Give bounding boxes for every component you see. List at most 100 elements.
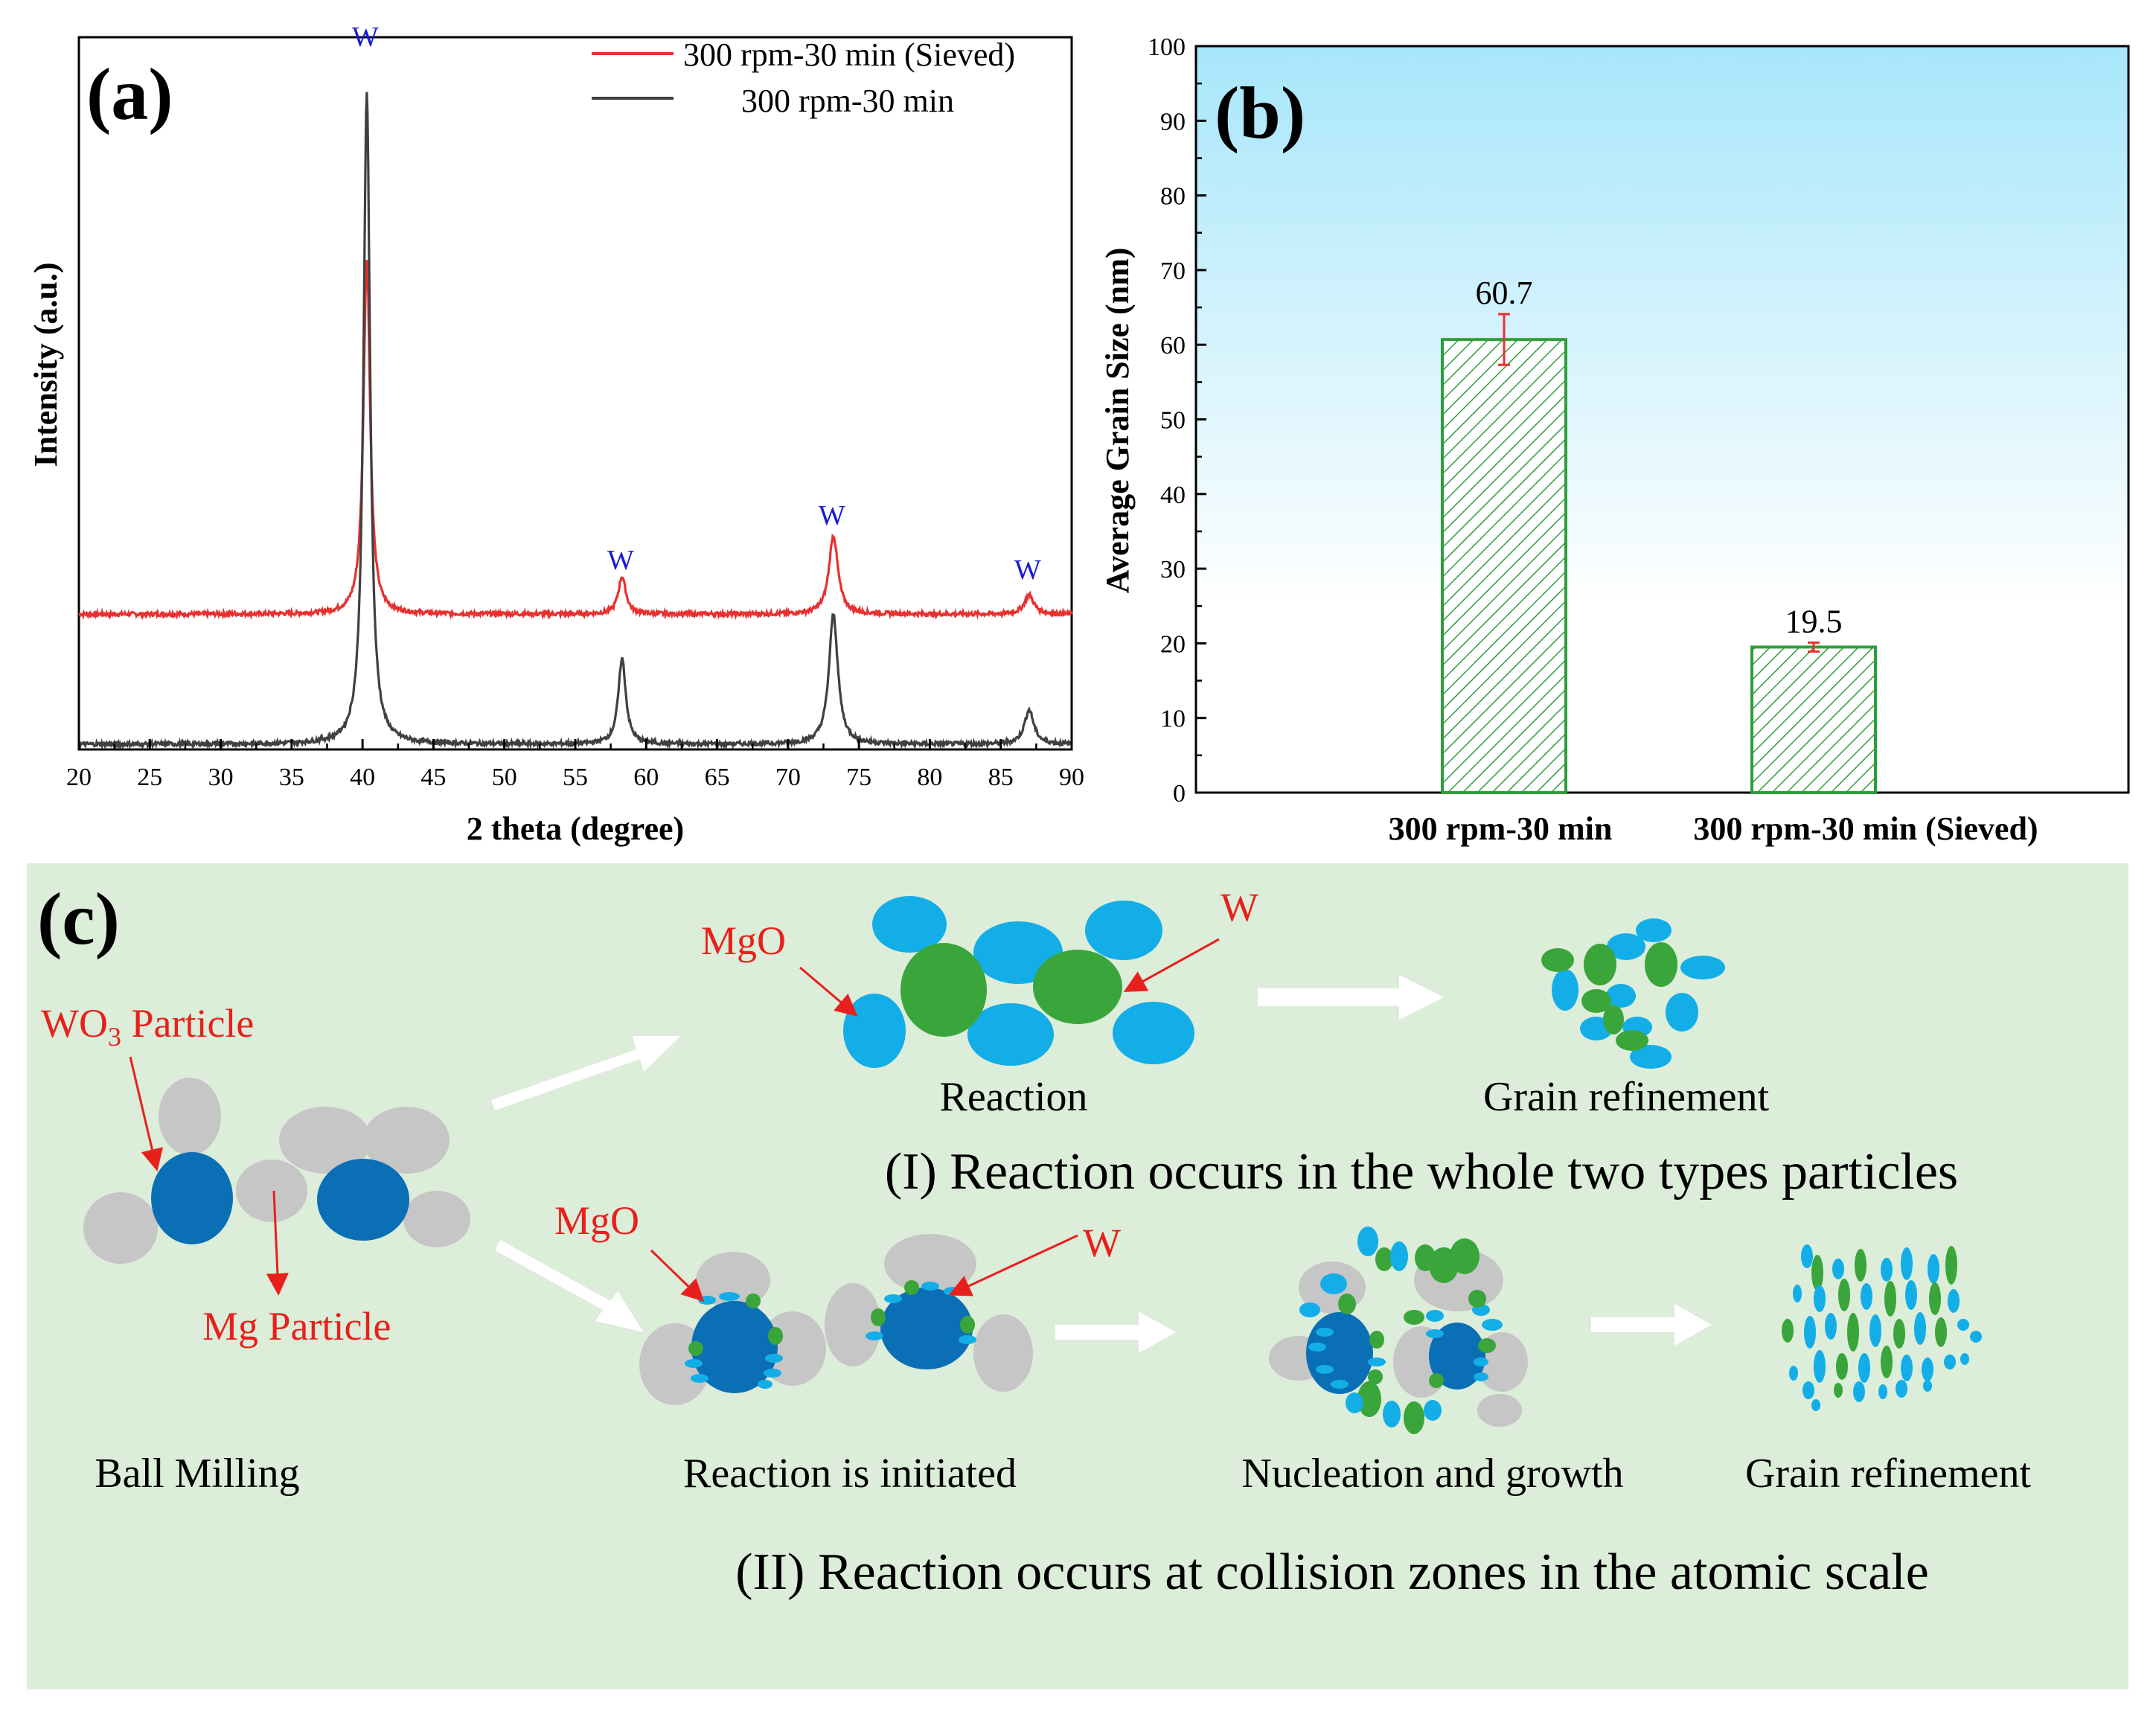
mg-particle	[279, 1107, 371, 1174]
bar-value-label: 19.5	[1785, 603, 1843, 639]
route-1-arrow	[491, 1036, 681, 1110]
w-grain	[1357, 1381, 1381, 1417]
bar-y-tick-label: 10	[1160, 706, 1186, 733]
nucleated-grains	[1299, 1227, 1503, 1434]
w-grain	[1375, 1247, 1393, 1271]
w-grain	[1811, 1255, 1823, 1291]
w-grain	[1404, 1310, 1424, 1325]
mgo-grain	[1814, 1285, 1826, 1312]
w-grain	[1945, 1246, 1957, 1285]
route-2-caption: (II) Reaction occurs at collision zones …	[735, 1544, 1929, 1601]
mgo-grain	[1923, 1380, 1932, 1392]
xrd-x-tick-label: 70	[775, 764, 801, 791]
mgo-grain	[1607, 933, 1645, 960]
w-grain	[688, 1341, 703, 1356]
xrd-x-tick-label: 55	[563, 764, 588, 791]
mg-particle	[159, 1078, 221, 1155]
xrd-x-tick-label: 80	[917, 764, 942, 791]
w-grain	[1450, 1238, 1480, 1274]
mgo-grain	[1896, 1380, 1907, 1398]
mgo-grain	[921, 1282, 939, 1291]
xrd-x-ticks: 20 25 30 35 40 45 50 55 60 65 70 75 80 85 90	[66, 739, 1084, 791]
interface-grains	[685, 1280, 976, 1389]
mgo-grain	[1804, 1316, 1816, 1349]
w-grain	[1541, 948, 1574, 972]
w-grain	[746, 1294, 761, 1308]
peak-label-w: W	[1014, 554, 1041, 586]
w-grain	[1935, 1317, 1947, 1347]
mgo-grain	[866, 1331, 883, 1340]
mgo-particle	[1085, 901, 1162, 960]
mgo-label-bottom: MgO	[554, 1198, 639, 1243]
mgo-grain	[1881, 1258, 1893, 1282]
mgo-grain	[1299, 1302, 1320, 1317]
w-grain	[1369, 1331, 1384, 1349]
mgo-grain	[1552, 969, 1578, 1011]
ball-milling-cluster	[83, 1078, 470, 1264]
bar-y-tick-label: 100	[1148, 33, 1186, 61]
grain-size-chart-panel: 0 10 20 30 40 50 60 70 80 90 100 60.7 19.5 300 rpm-…	[1099, 33, 2130, 847]
mgo-grain	[1426, 1310, 1444, 1322]
peak-label-w: W	[352, 22, 379, 53]
mgo-grain	[1316, 1328, 1334, 1337]
mgo-grain	[1331, 1380, 1349, 1389]
bar-y-tick-label: 0	[1173, 780, 1186, 808]
mg-particle	[1477, 1394, 1522, 1427]
bar-y-tick-label: 30	[1160, 556, 1186, 583]
mgo-particle	[1113, 1002, 1194, 1064]
mgo-grain	[1948, 1289, 1960, 1313]
mgo-grain	[691, 1374, 708, 1383]
legend-label-unsieved: 300 rpm-30 min	[741, 83, 954, 119]
bar-series: 60.7 19.5	[1441, 275, 1877, 794]
mgo-particle	[967, 1003, 1054, 1066]
bar-plot-background	[1196, 46, 2128, 793]
mgo-grain	[1606, 984, 1636, 1008]
bar-y-tick-label: 20	[1160, 630, 1186, 658]
w-grain	[1603, 1005, 1624, 1035]
reaction-cluster	[843, 896, 1194, 1068]
mg-particle	[825, 1283, 881, 1366]
mgo-grain	[1357, 1227, 1378, 1256]
mgo-grain	[884, 1294, 902, 1303]
xrd-x-tick-label: 50	[492, 764, 517, 791]
mgo-grain	[719, 1292, 740, 1301]
w-grain	[1478, 1338, 1496, 1353]
xrd-plot-frame	[77, 36, 1073, 751]
mgo-grain	[1426, 1329, 1444, 1338]
mgo-grain	[1901, 1355, 1913, 1381]
mgo-grain	[1308, 1343, 1326, 1352]
mg-particle	[973, 1314, 1033, 1392]
mgo-particle	[843, 994, 906, 1068]
mgo-grain	[1970, 1331, 1982, 1343]
w-grain	[1468, 1290, 1486, 1308]
xrd-x-axis-label: 2 theta (degree)	[467, 810, 684, 847]
w-particle	[1033, 950, 1122, 1024]
bar-value-label: 60.7	[1476, 275, 1533, 311]
ball-milling-label: Ball Milling	[95, 1451, 299, 1497]
schematic-panel-label: (c)	[37, 877, 120, 960]
xrd-panel-label: (a)	[86, 53, 173, 135]
route-2-arrow	[495, 1240, 644, 1332]
nucleation-label: Nucleation and growth	[1241, 1451, 1623, 1497]
grain-refinement-label-top: Grain refinement	[1483, 1074, 1769, 1120]
mgo-grain	[1825, 1313, 1837, 1340]
bar	[1750, 645, 1877, 794]
w-grain	[1616, 1030, 1648, 1051]
bar-panel-label: (b)	[1215, 71, 1305, 154]
grain-refinement-cluster-bottom	[1782, 1244, 1982, 1411]
mg-particle	[363, 1107, 450, 1174]
w-grain	[904, 1280, 919, 1295]
mgo-grain	[1811, 1399, 1820, 1411]
wo3-particle	[691, 1301, 778, 1393]
bar-y-ticks: 0 10 20 30 40 50 60 70 80 90 100	[1148, 33, 1206, 808]
xrd-peak-annotations: W W W W	[352, 22, 1041, 586]
grain-refinement-label-bottom: Grain refinement	[1745, 1451, 2031, 1497]
bar-category-label: 300 rpm-30 min (Sieved)	[1693, 810, 2038, 847]
mgo-grain	[764, 1369, 781, 1378]
route-2-step-arrow-1	[1055, 1311, 1176, 1353]
xrd-x-tick-label: 20	[66, 764, 92, 791]
mgo-grain	[1383, 1401, 1401, 1427]
mgo-grain	[1789, 1366, 1798, 1381]
wo3-particle	[1429, 1323, 1485, 1390]
